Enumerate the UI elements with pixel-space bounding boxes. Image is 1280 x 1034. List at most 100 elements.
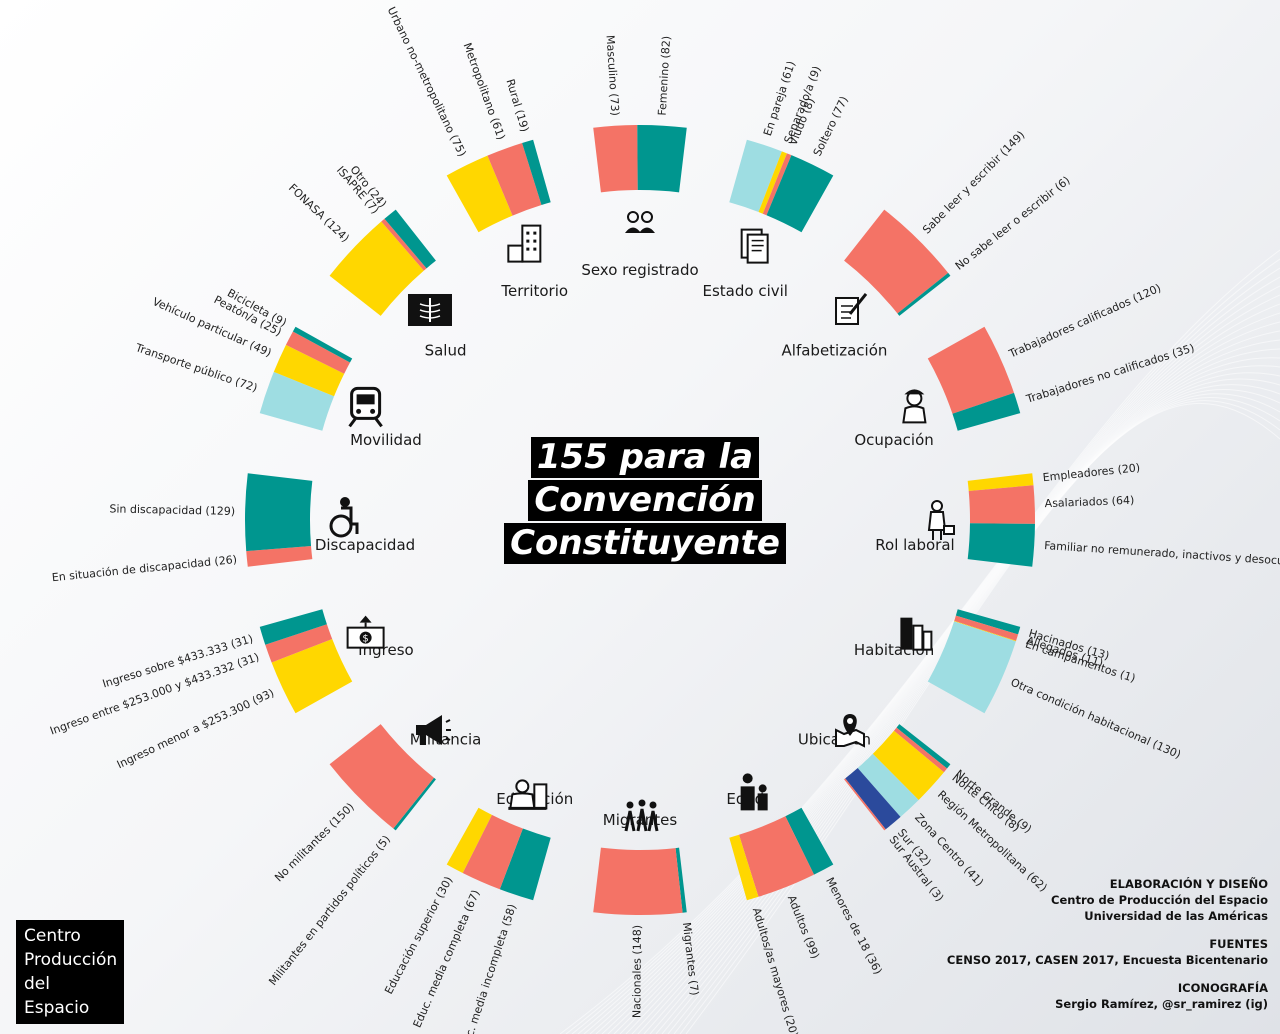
edad-segment-0 bbox=[785, 807, 834, 875]
discapacidad-segment-label-1: Sin discapacidad (129) bbox=[109, 502, 235, 517]
estado-civil-segment-0 bbox=[729, 139, 782, 213]
ubicacion-segment-3 bbox=[857, 753, 919, 817]
logo-line-3: del bbox=[24, 974, 50, 994]
discapacidad-segment-label-0: En situación de discapacidad (26) bbox=[51, 553, 237, 584]
category-label-alfabetizacion: Alfabetización bbox=[782, 342, 888, 360]
credits: ELABORACIÓN Y DISEÑO Centro de Producció… bbox=[938, 876, 1268, 1024]
title-line-2: Convención bbox=[528, 480, 762, 521]
megaphone-icon bbox=[415, 715, 451, 746]
xray-icon bbox=[407, 293, 452, 326]
wheelchair-icon bbox=[329, 497, 359, 538]
movilidad-segment-2 bbox=[285, 331, 351, 374]
ingreso-segment-1 bbox=[265, 624, 333, 663]
estado-civil-segment-2 bbox=[762, 153, 792, 216]
rol-laboral-segment-label-1: Asalariados (64) bbox=[1044, 494, 1134, 510]
ingreso-segment-0 bbox=[271, 639, 353, 714]
people-icon bbox=[625, 211, 655, 233]
svg-text:$: $ bbox=[362, 634, 368, 645]
militancia-segment-label-1: No militantes (150) bbox=[272, 800, 357, 884]
buildings-icon bbox=[900, 617, 933, 651]
sexo-registrado-segment-0 bbox=[593, 125, 638, 193]
ocupacion-segment-1 bbox=[952, 392, 1021, 431]
rol-laboral-segment-0 bbox=[967, 473, 1034, 491]
design-line-1: Centro de Producción del Espacio bbox=[1051, 893, 1268, 907]
category-label-rol-laboral: Rol laboral bbox=[875, 536, 954, 554]
habitacion-segment-3 bbox=[927, 621, 1016, 714]
educacion-segment-2 bbox=[446, 807, 492, 873]
militancia-segment-1 bbox=[329, 724, 434, 829]
migrants-icon bbox=[624, 799, 659, 832]
rol-laboral-segment-2 bbox=[967, 523, 1035, 567]
territorio-segment-label-1: Metropolitano (61) bbox=[461, 41, 508, 142]
category-label-sexo-registrado: Sexo registrado bbox=[581, 261, 698, 279]
logo-line-4: Espacio bbox=[24, 998, 90, 1018]
category-label-estado-civil: Estado civil bbox=[703, 282, 788, 300]
category-label-discapacidad: Discapacidad bbox=[315, 536, 415, 554]
edad-segment-label-1: Adultos (99) bbox=[785, 893, 822, 960]
edad-segment-label-0: Menores de 18 (36) bbox=[823, 875, 885, 976]
family-icon bbox=[740, 773, 768, 811]
logo-line-2: Producción bbox=[24, 950, 118, 970]
ubicacion-segment-1 bbox=[893, 727, 948, 773]
militancia-segment-0 bbox=[393, 777, 436, 831]
territorio-segment-2 bbox=[522, 139, 551, 206]
money-icon: $ bbox=[346, 615, 385, 649]
worker-icon bbox=[902, 389, 927, 424]
category-label-territorio: Territorio bbox=[500, 282, 568, 300]
ingreso-segment-2 bbox=[259, 609, 327, 645]
chart-title: 155 para la Convención Constituyente bbox=[495, 436, 795, 565]
habitacion-segment-2 bbox=[954, 620, 1017, 642]
ubicacion-segment-5 bbox=[844, 778, 886, 831]
document-icon bbox=[740, 228, 769, 264]
educacion-segment-1 bbox=[462, 814, 523, 890]
ocupacion-segment-label-0: Trabajadores calificados (120) bbox=[1006, 281, 1163, 360]
map-pin-icon bbox=[835, 714, 866, 748]
salud-segment-2 bbox=[384, 209, 436, 269]
educacion-segment-0 bbox=[499, 828, 551, 901]
movilidad-segment-1 bbox=[273, 344, 345, 397]
territorio-segment-1 bbox=[487, 143, 542, 216]
habitacion-segment-1 bbox=[954, 615, 1019, 641]
estado-civil-segment-label-3: Soltero (77) bbox=[811, 94, 851, 158]
icons-line-1: Sergio Ramírez, @sr_ramirez (ig) bbox=[1055, 997, 1268, 1011]
ocupacion-segment-label-1: Trabajadores no calificados (35) bbox=[1024, 341, 1196, 406]
ubicacion-segment-2 bbox=[872, 730, 944, 800]
alfabetizacion-segment-1 bbox=[897, 272, 951, 316]
estado-civil-segment-1 bbox=[758, 151, 787, 214]
sexo-registrado-segment-1 bbox=[637, 125, 687, 193]
salud-segment-0 bbox=[329, 221, 424, 316]
design-line-2: Universidad de las Américas bbox=[1084, 909, 1268, 923]
ubicacion-segment-4 bbox=[845, 768, 901, 830]
logo: Centro Producción del Espacio bbox=[16, 920, 124, 1024]
discapacidad-segment-1 bbox=[244, 473, 313, 552]
student-icon bbox=[508, 779, 548, 810]
discapacidad-segment-0 bbox=[246, 545, 313, 567]
movilidad-segment-3 bbox=[292, 326, 353, 363]
sexo-registrado-segment-label-0: Masculino (73) bbox=[604, 35, 622, 117]
rol-laboral-segment-label-2: Familiar no remunerado, inactivos y deso… bbox=[1044, 539, 1280, 571]
edad-segment-2 bbox=[729, 834, 759, 901]
alfabetizacion-segment-0 bbox=[844, 209, 949, 314]
sources-heading: FUENTES bbox=[1209, 937, 1268, 951]
pen-paper-icon bbox=[835, 293, 868, 325]
territorio-segment-label-0: Urbano no-metropolitano (75) bbox=[385, 5, 469, 159]
ubicacion-segment-0 bbox=[896, 724, 951, 769]
edad-segment-label-2: Adultos/as mayores (20) bbox=[750, 906, 801, 1034]
habitacion-segment-0 bbox=[955, 609, 1021, 635]
category-label-salud: Salud bbox=[425, 342, 467, 360]
rol-laboral-segment-1 bbox=[968, 485, 1035, 524]
rol-laboral-segment-label-0: Empleadores (20) bbox=[1042, 461, 1141, 484]
ocupacion-segment-0 bbox=[927, 326, 1014, 414]
militancia-segment-label-0: Militantes en partidos políticos (5) bbox=[266, 833, 393, 988]
logo-line-1: Centro bbox=[24, 926, 81, 946]
sexo-registrado-segment-label-1: Femenino (82) bbox=[656, 36, 673, 116]
briefcase-person-icon bbox=[927, 500, 955, 540]
edad-segment-1 bbox=[738, 816, 815, 897]
icons-heading: ICONOGRAFÍA bbox=[1177, 981, 1268, 995]
territorio-segment-0 bbox=[446, 155, 513, 233]
migrantes-segment-label-1: Nacionales (148) bbox=[630, 925, 643, 1018]
design-heading: ELABORACIÓN Y DISEÑO bbox=[1109, 877, 1268, 891]
territorio-segment-label-2: Rural (19) bbox=[503, 77, 531, 133]
category-label-movilidad: Movilidad bbox=[350, 431, 422, 449]
